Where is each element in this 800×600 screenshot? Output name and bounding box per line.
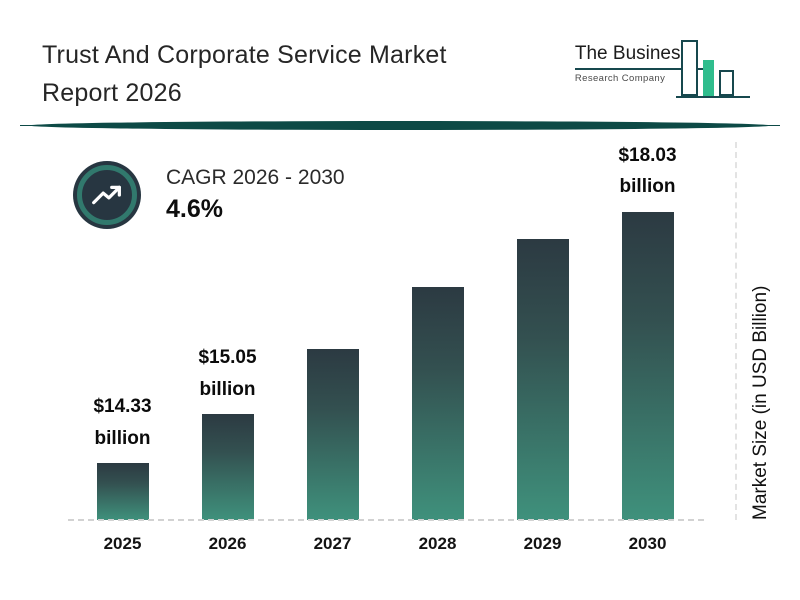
page-title-line2: Report 2026	[42, 79, 182, 107]
bar-value-label-2025: $14.33 billion	[93, 396, 152, 449]
bar-column-2029: 2029	[490, 140, 595, 553]
x-axis-label-2030: 2030	[628, 534, 667, 553]
growth-trend-icon	[77, 165, 137, 225]
cagr-value: 4.6%	[166, 195, 223, 223]
x-axis-baseline	[68, 519, 704, 521]
page-title-line1: Trust And Corporate Service Market	[42, 41, 447, 69]
bar-value-label-2030: $18.03 billion	[618, 145, 677, 198]
cagr-label: CAGR 2026 - 2030	[166, 166, 345, 189]
divider-lens	[20, 121, 780, 130]
bar-2025	[96, 463, 149, 520]
x-axis-label-2029: 2029	[523, 534, 562, 553]
cagr-text: CAGR 2026 - 2030 4.6%	[166, 166, 345, 224]
bar-column-2028: 2028	[385, 140, 490, 553]
bar-value-label-2026: $15.05 billion	[198, 347, 257, 400]
x-axis-label-2028: 2028	[418, 534, 457, 553]
x-axis-label-2027: 2027	[313, 534, 352, 553]
logo-subname: Research Company	[574, 73, 666, 84]
x-axis-label-2025: 2025	[103, 534, 142, 553]
cagr-badge: CAGR 2026 - 2030 4.6%	[72, 160, 345, 230]
logo-underline	[574, 68, 711, 70]
bar-2029	[516, 239, 569, 520]
company-logo-text: The Business Research Company	[574, 43, 711, 98]
logo-bar-outline-short	[719, 70, 734, 96]
y-axis-label: Market Size (in USD Billion)	[750, 285, 771, 520]
trend-arrow-icon	[92, 185, 121, 205]
x-axis-label-2026: 2026	[208, 534, 247, 553]
bar-2027	[306, 349, 359, 520]
bar-chart-logo-icon	[676, 34, 750, 98]
bar-column-2025: $14.33 billion 2025	[70, 140, 175, 553]
right-gridline	[735, 142, 737, 520]
logo-bar-green	[703, 60, 714, 96]
bar-2026	[201, 414, 254, 520]
bar-2030	[621, 211, 674, 520]
bar-2028	[411, 287, 464, 520]
bar-column-2026: $15.05 billion 2026	[175, 140, 280, 553]
page-title: Trust And Corporate Service Market Repor…	[42, 36, 447, 112]
logo-bar-outline-tall	[681, 40, 698, 96]
bar-column-2027: 2027	[280, 140, 385, 553]
bar-chart: $14.33 billion 2025 $15.05 billion 2026 2027 20…	[70, 140, 700, 553]
bar-column-2030: $18.03 billion 2030	[595, 140, 700, 553]
logo-name: The Business	[574, 43, 690, 64]
company-logo: The Business Research Company	[574, 34, 750, 98]
